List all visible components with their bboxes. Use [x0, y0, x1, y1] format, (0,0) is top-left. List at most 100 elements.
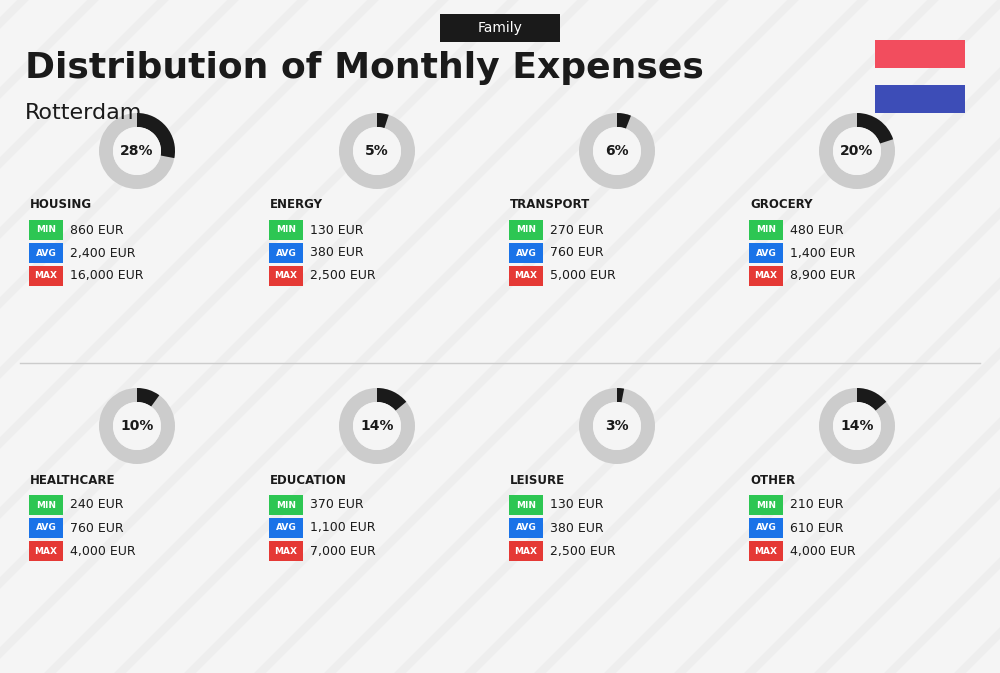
Text: 3%: 3% — [605, 419, 629, 433]
Text: 4,000 EUR: 4,000 EUR — [70, 544, 136, 557]
Circle shape — [353, 127, 401, 175]
FancyBboxPatch shape — [440, 14, 560, 42]
Text: MIN: MIN — [276, 225, 296, 234]
FancyBboxPatch shape — [509, 266, 543, 286]
Text: 6%: 6% — [605, 144, 629, 158]
Text: 5,000 EUR: 5,000 EUR — [550, 269, 616, 283]
Wedge shape — [579, 113, 655, 189]
Circle shape — [833, 402, 881, 450]
Text: AVG: AVG — [756, 248, 776, 258]
Circle shape — [353, 402, 401, 450]
Text: 14%: 14% — [360, 419, 394, 433]
FancyBboxPatch shape — [509, 220, 543, 240]
FancyBboxPatch shape — [749, 220, 783, 240]
Text: 10%: 10% — [120, 419, 154, 433]
Text: MAX: MAX — [755, 546, 778, 555]
Text: MIN: MIN — [756, 225, 776, 234]
Text: 5%: 5% — [365, 144, 389, 158]
FancyBboxPatch shape — [269, 266, 303, 286]
FancyBboxPatch shape — [269, 541, 303, 561]
Text: 240 EUR: 240 EUR — [70, 499, 123, 511]
Text: AVG: AVG — [36, 524, 56, 532]
Text: MIN: MIN — [516, 225, 536, 234]
FancyBboxPatch shape — [509, 495, 543, 515]
Text: AVG: AVG — [276, 248, 296, 258]
Text: 16,000 EUR: 16,000 EUR — [70, 269, 144, 283]
Wedge shape — [339, 113, 415, 189]
Text: 760 EUR: 760 EUR — [550, 246, 604, 260]
Text: Rotterdam: Rotterdam — [25, 103, 142, 123]
FancyBboxPatch shape — [749, 541, 783, 561]
Text: 760 EUR: 760 EUR — [70, 522, 124, 534]
FancyBboxPatch shape — [29, 495, 63, 515]
Text: MIN: MIN — [36, 225, 56, 234]
FancyBboxPatch shape — [269, 220, 303, 240]
Text: MIN: MIN — [516, 501, 536, 509]
Text: 130 EUR: 130 EUR — [310, 223, 363, 236]
Text: MAX: MAX — [274, 546, 298, 555]
Text: MIN: MIN — [756, 501, 776, 509]
Text: 860 EUR: 860 EUR — [70, 223, 124, 236]
Text: OTHER: OTHER — [750, 474, 795, 487]
FancyBboxPatch shape — [509, 541, 543, 561]
Circle shape — [833, 127, 881, 175]
Text: 8,900 EUR: 8,900 EUR — [790, 269, 856, 283]
FancyBboxPatch shape — [269, 495, 303, 515]
FancyBboxPatch shape — [29, 220, 63, 240]
Text: 4,000 EUR: 4,000 EUR — [790, 544, 856, 557]
Text: AVG: AVG — [516, 248, 536, 258]
Text: MAX: MAX — [755, 271, 778, 281]
FancyBboxPatch shape — [509, 518, 543, 538]
FancyBboxPatch shape — [29, 243, 63, 263]
FancyBboxPatch shape — [29, 266, 63, 286]
Wedge shape — [377, 388, 406, 411]
Wedge shape — [377, 113, 389, 128]
Text: MIN: MIN — [276, 501, 296, 509]
Text: 14%: 14% — [840, 419, 874, 433]
Text: AVG: AVG — [276, 524, 296, 532]
Text: 20%: 20% — [840, 144, 874, 158]
Text: 370 EUR: 370 EUR — [310, 499, 364, 511]
Wedge shape — [137, 388, 159, 406]
Text: ENERGY: ENERGY — [270, 199, 323, 211]
Text: MAX: MAX — [34, 271, 58, 281]
Wedge shape — [617, 113, 631, 129]
Text: 1,400 EUR: 1,400 EUR — [790, 246, 856, 260]
FancyBboxPatch shape — [269, 518, 303, 538]
Text: 2,500 EUR: 2,500 EUR — [550, 544, 616, 557]
Text: GROCERY: GROCERY — [750, 199, 812, 211]
Text: HEALTHCARE: HEALTHCARE — [30, 474, 116, 487]
Text: AVG: AVG — [756, 524, 776, 532]
Circle shape — [113, 402, 161, 450]
Wedge shape — [617, 388, 624, 402]
Text: 380 EUR: 380 EUR — [550, 522, 604, 534]
Text: HOUSING: HOUSING — [30, 199, 92, 211]
Text: 130 EUR: 130 EUR — [550, 499, 604, 511]
Text: AVG: AVG — [36, 248, 56, 258]
Wedge shape — [99, 388, 175, 464]
Text: MAX: MAX — [34, 546, 58, 555]
FancyBboxPatch shape — [29, 518, 63, 538]
Text: 7,000 EUR: 7,000 EUR — [310, 544, 376, 557]
Wedge shape — [137, 113, 175, 158]
Circle shape — [593, 402, 641, 450]
FancyBboxPatch shape — [29, 541, 63, 561]
Wedge shape — [579, 388, 655, 464]
Circle shape — [113, 127, 161, 175]
Text: EDUCATION: EDUCATION — [270, 474, 347, 487]
Text: 210 EUR: 210 EUR — [790, 499, 844, 511]
Text: 1,100 EUR: 1,100 EUR — [310, 522, 375, 534]
Text: MIN: MIN — [36, 501, 56, 509]
Text: Family: Family — [478, 21, 522, 35]
Text: 270 EUR: 270 EUR — [550, 223, 604, 236]
FancyBboxPatch shape — [875, 85, 965, 113]
FancyBboxPatch shape — [749, 495, 783, 515]
FancyBboxPatch shape — [875, 40, 965, 68]
Wedge shape — [99, 113, 175, 189]
FancyBboxPatch shape — [749, 266, 783, 286]
Circle shape — [593, 127, 641, 175]
Wedge shape — [857, 113, 893, 143]
FancyBboxPatch shape — [749, 518, 783, 538]
Wedge shape — [339, 388, 415, 464]
Text: LEISURE: LEISURE — [510, 474, 565, 487]
